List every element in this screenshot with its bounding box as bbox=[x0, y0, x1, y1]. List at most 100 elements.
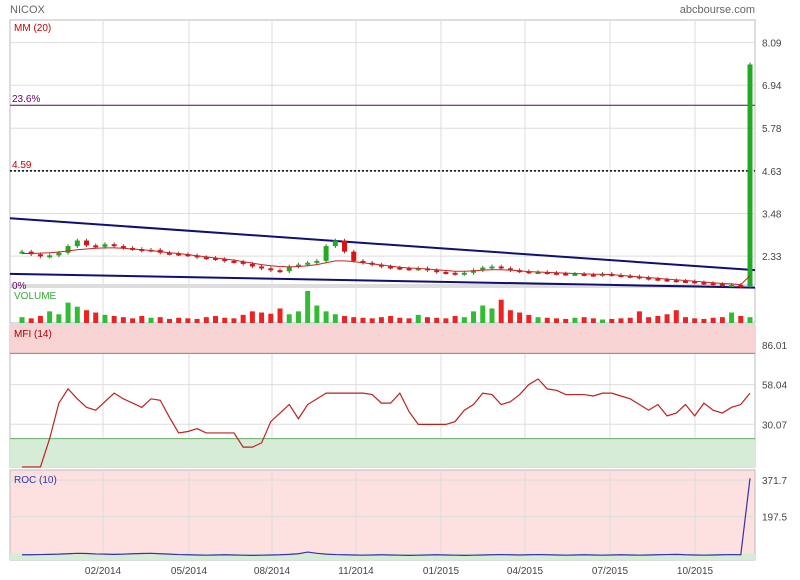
volume-bar bbox=[664, 314, 670, 323]
candle-body bbox=[471, 270, 477, 273]
y-tick-label: 5.78 bbox=[762, 124, 782, 135]
overbought-zone bbox=[10, 325, 755, 354]
volume-bar bbox=[572, 317, 578, 323]
candle-body bbox=[729, 285, 735, 287]
candle-body bbox=[84, 240, 90, 246]
volume-bar bbox=[526, 314, 532, 323]
fib-level-label: 23.6% bbox=[12, 94, 40, 105]
volume-panel bbox=[9, 286, 756, 324]
candle-body bbox=[553, 272, 559, 275]
candle-body bbox=[93, 245, 99, 248]
candle-body bbox=[166, 252, 172, 255]
mfi-indicator-label: MFI (14) bbox=[14, 329, 52, 340]
volume-bar bbox=[342, 316, 348, 323]
candle-body bbox=[636, 276, 642, 279]
candle-body bbox=[452, 272, 458, 275]
volume-bar bbox=[544, 317, 550, 323]
volume-bar bbox=[507, 310, 513, 323]
candle-body bbox=[701, 282, 707, 285]
volume-bar bbox=[65, 302, 71, 323]
volume-bar bbox=[747, 317, 753, 323]
candle-body bbox=[590, 274, 596, 277]
volume-bar bbox=[517, 312, 523, 323]
candle-body bbox=[618, 274, 624, 277]
x-tick-label: 08/2014 bbox=[254, 566, 291, 577]
candle-body bbox=[240, 261, 246, 264]
candle-body bbox=[37, 254, 43, 257]
volume-bar bbox=[627, 317, 633, 323]
candle-body bbox=[222, 259, 228, 262]
volume-bar bbox=[166, 318, 172, 323]
x-tick-label: 01/2015 bbox=[423, 566, 460, 577]
volume-bar bbox=[203, 317, 209, 323]
volume-bar bbox=[480, 305, 486, 323]
candle-body bbox=[719, 283, 725, 286]
volume-bar bbox=[286, 314, 292, 323]
volume-bar bbox=[332, 314, 338, 323]
roc-indicator-label: ROC (10) bbox=[14, 475, 57, 486]
volume-bar bbox=[452, 316, 458, 323]
volume-bar bbox=[397, 317, 403, 323]
volume-bar bbox=[682, 317, 688, 323]
candle-body bbox=[19, 251, 25, 254]
candle-body bbox=[747, 64, 753, 287]
candle-body bbox=[259, 266, 265, 269]
candle-body bbox=[277, 270, 283, 273]
candle-body bbox=[526, 271, 532, 274]
x-tick-label: 10/2015 bbox=[677, 566, 714, 577]
candle-body bbox=[563, 273, 569, 276]
candle-body bbox=[176, 253, 182, 256]
volume-bar bbox=[19, 317, 25, 323]
volume-bar bbox=[498, 299, 504, 323]
candle-body bbox=[378, 264, 384, 267]
candle-body bbox=[415, 268, 421, 271]
volume-bar bbox=[424, 317, 430, 323]
volume-bar bbox=[553, 318, 559, 323]
volume-bar bbox=[738, 316, 744, 323]
volume-layer bbox=[19, 291, 753, 323]
price-layer: 23.6% 4.59 0% bbox=[9, 62, 756, 292]
candle-body bbox=[507, 268, 513, 271]
x-tick-label: 07/2015 bbox=[592, 566, 629, 577]
x-tick-label: 02/2014 bbox=[85, 566, 122, 577]
candle-body bbox=[295, 264, 301, 267]
candle-body bbox=[738, 285, 744, 287]
candle-body bbox=[388, 266, 394, 269]
volume-bar bbox=[139, 316, 145, 323]
candle-body bbox=[535, 272, 541, 275]
volume-bar bbox=[47, 311, 53, 323]
candle-body bbox=[120, 246, 126, 249]
volume-bar bbox=[277, 308, 283, 323]
candle-body bbox=[231, 260, 237, 263]
candle-body bbox=[28, 251, 34, 255]
volume-bar bbox=[646, 317, 652, 323]
volume-bar bbox=[590, 318, 596, 323]
roc-line bbox=[22, 478, 751, 556]
candle-body bbox=[544, 272, 550, 275]
mm-indicator-label: MM (20) bbox=[14, 23, 51, 34]
volume-bar bbox=[111, 316, 117, 323]
candle-body bbox=[286, 266, 292, 272]
candle-body bbox=[185, 254, 191, 257]
volume-bar bbox=[37, 316, 43, 323]
candle-body bbox=[323, 246, 329, 261]
candle-body bbox=[489, 266, 495, 269]
candle-body bbox=[203, 257, 209, 260]
volume-bar bbox=[710, 317, 716, 323]
volume-bar bbox=[268, 313, 274, 323]
volume-bar bbox=[701, 318, 707, 323]
candle-body bbox=[332, 240, 338, 247]
candle-body bbox=[102, 244, 108, 247]
candle-body bbox=[443, 272, 449, 275]
candle-body bbox=[194, 255, 200, 258]
source-label[interactable]: abcbourse.com bbox=[680, 4, 755, 16]
volume-bar bbox=[415, 314, 421, 323]
volume-bar bbox=[563, 318, 569, 323]
candle-body bbox=[351, 251, 357, 261]
candle-body bbox=[111, 244, 117, 247]
candle-body bbox=[305, 262, 311, 265]
ticker-label: NICOX bbox=[10, 4, 46, 16]
volume-bar bbox=[535, 317, 541, 323]
mfi-line bbox=[22, 378, 751, 468]
volume-bar bbox=[240, 314, 246, 323]
